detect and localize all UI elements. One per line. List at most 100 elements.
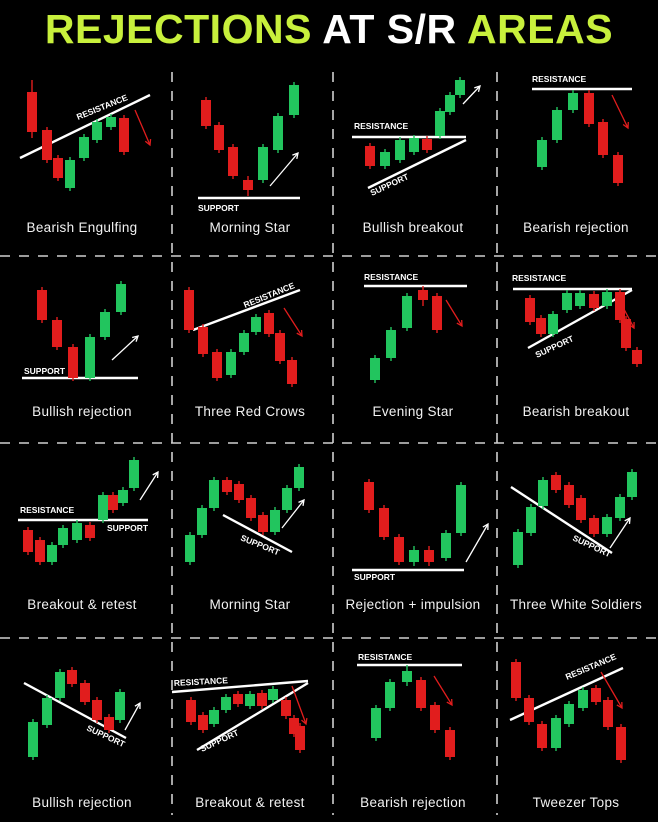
resistance-label: RESISTANCE — [20, 505, 74, 515]
bullish-candle — [58, 528, 68, 545]
bearish-candle — [511, 662, 521, 698]
bullish-candle — [245, 694, 255, 706]
bullish-candle — [568, 93, 578, 110]
arrow-head — [456, 319, 463, 328]
bullish-candle — [445, 95, 455, 112]
bearish-candle — [524, 698, 534, 722]
pattern-name: Bearish rejection — [523, 220, 629, 235]
bullish-candle — [116, 284, 126, 312]
bearish-candle — [52, 320, 62, 347]
bullish-candle — [92, 122, 102, 140]
arrow-head — [292, 151, 299, 160]
support-label: SUPPORT — [24, 366, 66, 376]
bearish-candle — [598, 122, 608, 155]
bearish-candle — [445, 730, 455, 757]
bearish-candle — [613, 155, 623, 183]
pattern-name: Bullish rejection — [32, 795, 132, 810]
pattern-name: Evening Star — [372, 404, 454, 419]
pattern-name: Bullish breakout — [362, 220, 464, 235]
bullish-candle — [115, 692, 125, 720]
bearish-candle — [23, 530, 33, 552]
bearish-candle — [201, 100, 211, 126]
bullish-candle — [294, 467, 304, 488]
bearish-candle — [35, 540, 45, 562]
bearish-candle — [212, 352, 222, 378]
bearish-candle — [424, 550, 434, 562]
bearish-candle — [42, 130, 52, 160]
resistance-line — [19, 93, 151, 160]
pattern-name: Breakout & retest — [195, 795, 305, 810]
bullish-candle — [602, 292, 612, 306]
pattern-cell: RESISTANCE — [364, 272, 467, 383]
bearish-candle — [198, 327, 208, 354]
bearish-candle — [564, 485, 574, 505]
support-label: SUPPORT — [198, 203, 240, 213]
title-part-at-sr: AT S/R — [322, 6, 457, 52]
bullish-candle — [455, 80, 465, 95]
bearish-candle — [295, 726, 305, 750]
bearish-candle — [68, 347, 78, 378]
bearish-candle — [67, 670, 77, 684]
bullish-candle — [537, 140, 547, 167]
bullish-candle — [197, 508, 207, 535]
arrow-head — [482, 522, 489, 531]
bearish-candle — [615, 292, 625, 320]
bearish-candle — [536, 318, 546, 334]
bearish-candle — [264, 313, 274, 334]
bullish-candle — [47, 545, 57, 562]
pattern-name: Morning Star — [209, 220, 291, 235]
bearish-candle — [275, 333, 285, 361]
trend-arrow — [616, 295, 635, 329]
bullish-candle — [386, 330, 396, 358]
bullish-candle — [615, 497, 625, 518]
support-line — [367, 138, 467, 190]
bearish-candle — [233, 694, 243, 704]
bearish-candle — [222, 480, 232, 492]
bullish-candle — [395, 140, 405, 160]
bullish-candle — [564, 704, 574, 724]
bullish-candle — [627, 472, 637, 497]
support-line — [196, 681, 309, 752]
support-label: SUPPORT — [107, 523, 149, 533]
bullish-candle — [562, 293, 572, 310]
pattern-cell: SUPPORT — [23, 667, 141, 760]
pattern-name: Three Red Crows — [194, 404, 306, 419]
bearish-candle — [525, 298, 535, 322]
bullish-candle — [98, 495, 108, 520]
bullish-candle — [239, 333, 249, 352]
bullish-candle — [65, 160, 75, 188]
bullish-candle — [79, 137, 89, 158]
bearish-candle — [287, 360, 297, 384]
pattern-cell: RESISTANCE SUPPORT — [512, 273, 642, 367]
bullish-candle — [371, 708, 381, 738]
pattern-cell: RESISTANCE — [532, 74, 632, 186]
arrow-head — [144, 138, 152, 147]
bearish-candle — [364, 482, 374, 510]
bullish-candle — [129, 460, 139, 488]
pattern-name: Morning Star — [209, 597, 291, 612]
page-title: REJECTIONS AT S/R AREAS — [0, 6, 658, 53]
resistance-label: RESISTANCE — [174, 675, 229, 688]
pattern-name: Bearish breakout — [522, 404, 630, 419]
bearish-candle — [186, 700, 196, 722]
bullish-candle — [55, 672, 65, 698]
bearish-candle — [214, 125, 224, 150]
resistance-label: RESISTANCE — [512, 273, 566, 283]
bearish-candle — [379, 508, 389, 537]
support-label: SUPPORT — [354, 572, 396, 582]
bearish-candle — [365, 146, 375, 166]
arrow-head — [622, 121, 629, 130]
bearish-candle — [234, 484, 244, 500]
trend-arrow — [291, 685, 307, 725]
bullish-candle — [441, 533, 451, 558]
bullish-candle — [282, 488, 292, 510]
bullish-candle — [226, 352, 236, 375]
title-part-rejections: REJECTIONS — [44, 6, 312, 52]
bearish-candle — [119, 118, 129, 152]
bearish-candle — [257, 693, 267, 706]
bullish-candle — [289, 85, 299, 115]
bullish-candle — [380, 152, 390, 166]
bearish-candle — [53, 158, 63, 178]
bearish-candle — [258, 515, 268, 532]
